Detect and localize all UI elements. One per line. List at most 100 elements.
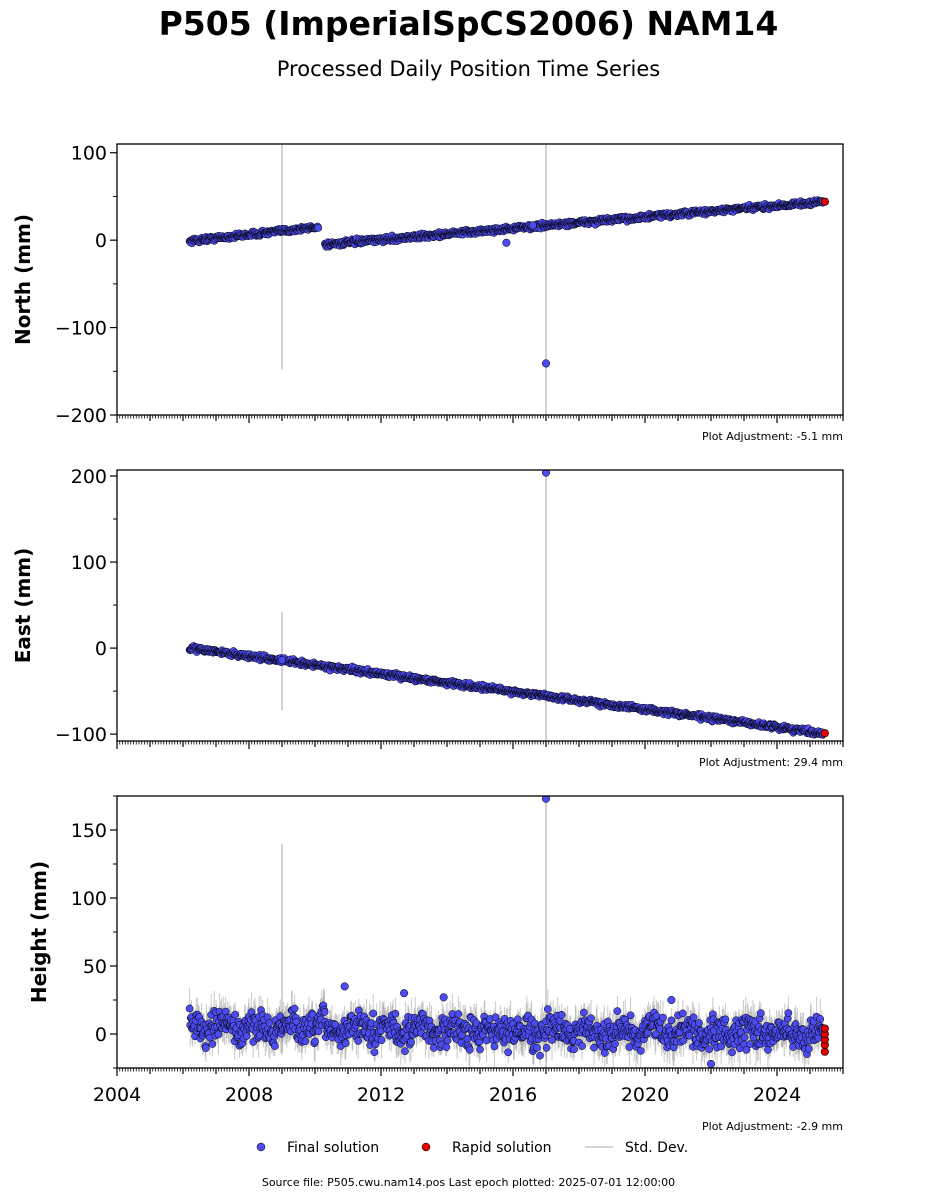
final-point-outlier <box>706 1059 716 1068</box>
final-point <box>391 1009 400 1018</box>
final-point <box>651 1030 660 1038</box>
final-point <box>407 1038 415 1046</box>
y-tick-label: 100 <box>71 552 107 574</box>
final-point <box>636 1047 645 1055</box>
final-point <box>695 1019 703 1027</box>
chart-title: P505 (ImperialSpCS2006) NAM14 <box>158 4 779 43</box>
final-point <box>557 1010 566 1019</box>
plot-frame <box>116 469 844 742</box>
final-point <box>756 1009 765 1017</box>
final-point <box>476 1045 484 1054</box>
final-point-outlier <box>340 982 349 991</box>
final-point <box>764 1046 772 1054</box>
final-point <box>705 1045 714 1054</box>
final-point <box>613 1007 622 1015</box>
final-point-outlier <box>541 796 551 803</box>
final-point <box>740 1033 749 1042</box>
final-point <box>490 1042 499 1051</box>
final-point <box>214 1030 223 1039</box>
final-point <box>536 1051 544 1060</box>
plot-frame <box>116 143 844 416</box>
final-point <box>320 1008 329 1016</box>
final-point-outlier <box>528 221 537 230</box>
plot-adjustment-label: Plot Adjustment: 29.4 mm <box>699 756 843 769</box>
final-point <box>370 1048 379 1057</box>
final-point-outlier <box>541 359 551 368</box>
y-tick-label: −200 <box>55 405 107 427</box>
final-point-outlier <box>667 995 676 1005</box>
final-point <box>443 1036 452 1045</box>
final-point <box>689 1013 698 1022</box>
y-axis-label: East (mm) <box>11 548 35 664</box>
rapid-point <box>820 729 829 738</box>
rapid-point <box>820 1047 829 1056</box>
final-point <box>685 1031 694 1040</box>
final-point <box>587 1014 595 1023</box>
final-point <box>369 1009 378 1018</box>
final-point <box>311 1037 319 1046</box>
rapid-point <box>820 1024 829 1033</box>
y-tick-label: 0 <box>95 230 107 252</box>
final-point <box>530 1019 539 1028</box>
final-point <box>728 1048 736 1057</box>
y-tick-label: −100 <box>55 724 107 746</box>
rapid-point <box>820 197 829 206</box>
final-point <box>600 1049 609 1057</box>
y-tick-label: 100 <box>71 888 107 910</box>
final-point <box>667 1016 676 1025</box>
final-point <box>314 224 323 232</box>
final-point <box>231 1010 240 1019</box>
final-point <box>401 1047 409 1056</box>
final-point <box>579 1008 588 1017</box>
final-point <box>208 1040 217 1048</box>
final-point <box>292 1017 301 1026</box>
final-point <box>454 1010 463 1018</box>
final-point <box>784 1009 793 1017</box>
final-point <box>611 1040 619 1048</box>
final-point-outlier <box>502 238 511 247</box>
final-point-outlier <box>400 989 409 998</box>
final-point <box>542 1043 551 1052</box>
y-tick-label: −100 <box>55 318 107 340</box>
panel-north: −200 −100 0 100 North (mm) Plot Adjustment: -… <box>11 143 844 443</box>
final-point <box>742 1046 751 1054</box>
y-tick-label: 150 <box>71 820 107 842</box>
final-point <box>678 1009 687 1018</box>
final-point <box>201 1044 210 1052</box>
final-point <box>341 1039 350 1048</box>
final-point <box>659 1013 667 1022</box>
final-point <box>804 1044 813 1053</box>
y-tick-label: 200 <box>71 466 107 488</box>
panel-plot-area <box>185 144 829 415</box>
final-point <box>570 1045 579 1054</box>
final-point-outlier <box>439 993 448 1002</box>
final-point <box>816 1015 825 1023</box>
final-point <box>354 1037 363 1045</box>
final-point <box>590 1043 598 1052</box>
final-point-outlier <box>277 656 287 665</box>
y-axis-label: North (mm) <box>11 214 35 345</box>
final-point <box>533 1043 541 1052</box>
panel-plot-area <box>185 796 829 1068</box>
final-point <box>242 1032 251 1040</box>
final-point <box>185 1004 194 1013</box>
y-tick-label: 100 <box>71 143 107 165</box>
chart-subtitle: Processed Daily Position Time Series <box>276 57 661 81</box>
final-point <box>377 1036 386 1045</box>
final-point <box>504 1048 513 1057</box>
final-point <box>301 1037 310 1046</box>
final-point <box>482 1036 491 1045</box>
final-point <box>543 1005 552 1013</box>
final-point <box>465 1046 474 1054</box>
panel-east: −100 0 100 200 East (mm) Plot Adjustment: 29.… <box>11 466 844 769</box>
final-point <box>290 1004 299 1013</box>
final-point <box>270 1042 279 1050</box>
y-tick-label: 0 <box>95 638 107 660</box>
y-tick-label: 0 <box>95 1024 107 1046</box>
final-point-outlier <box>541 470 551 477</box>
panel-plot-area <box>185 470 829 741</box>
final-point <box>429 1044 438 1052</box>
plot-adjustment-label: Plot Adjustment: -5.1 mm <box>702 430 843 443</box>
